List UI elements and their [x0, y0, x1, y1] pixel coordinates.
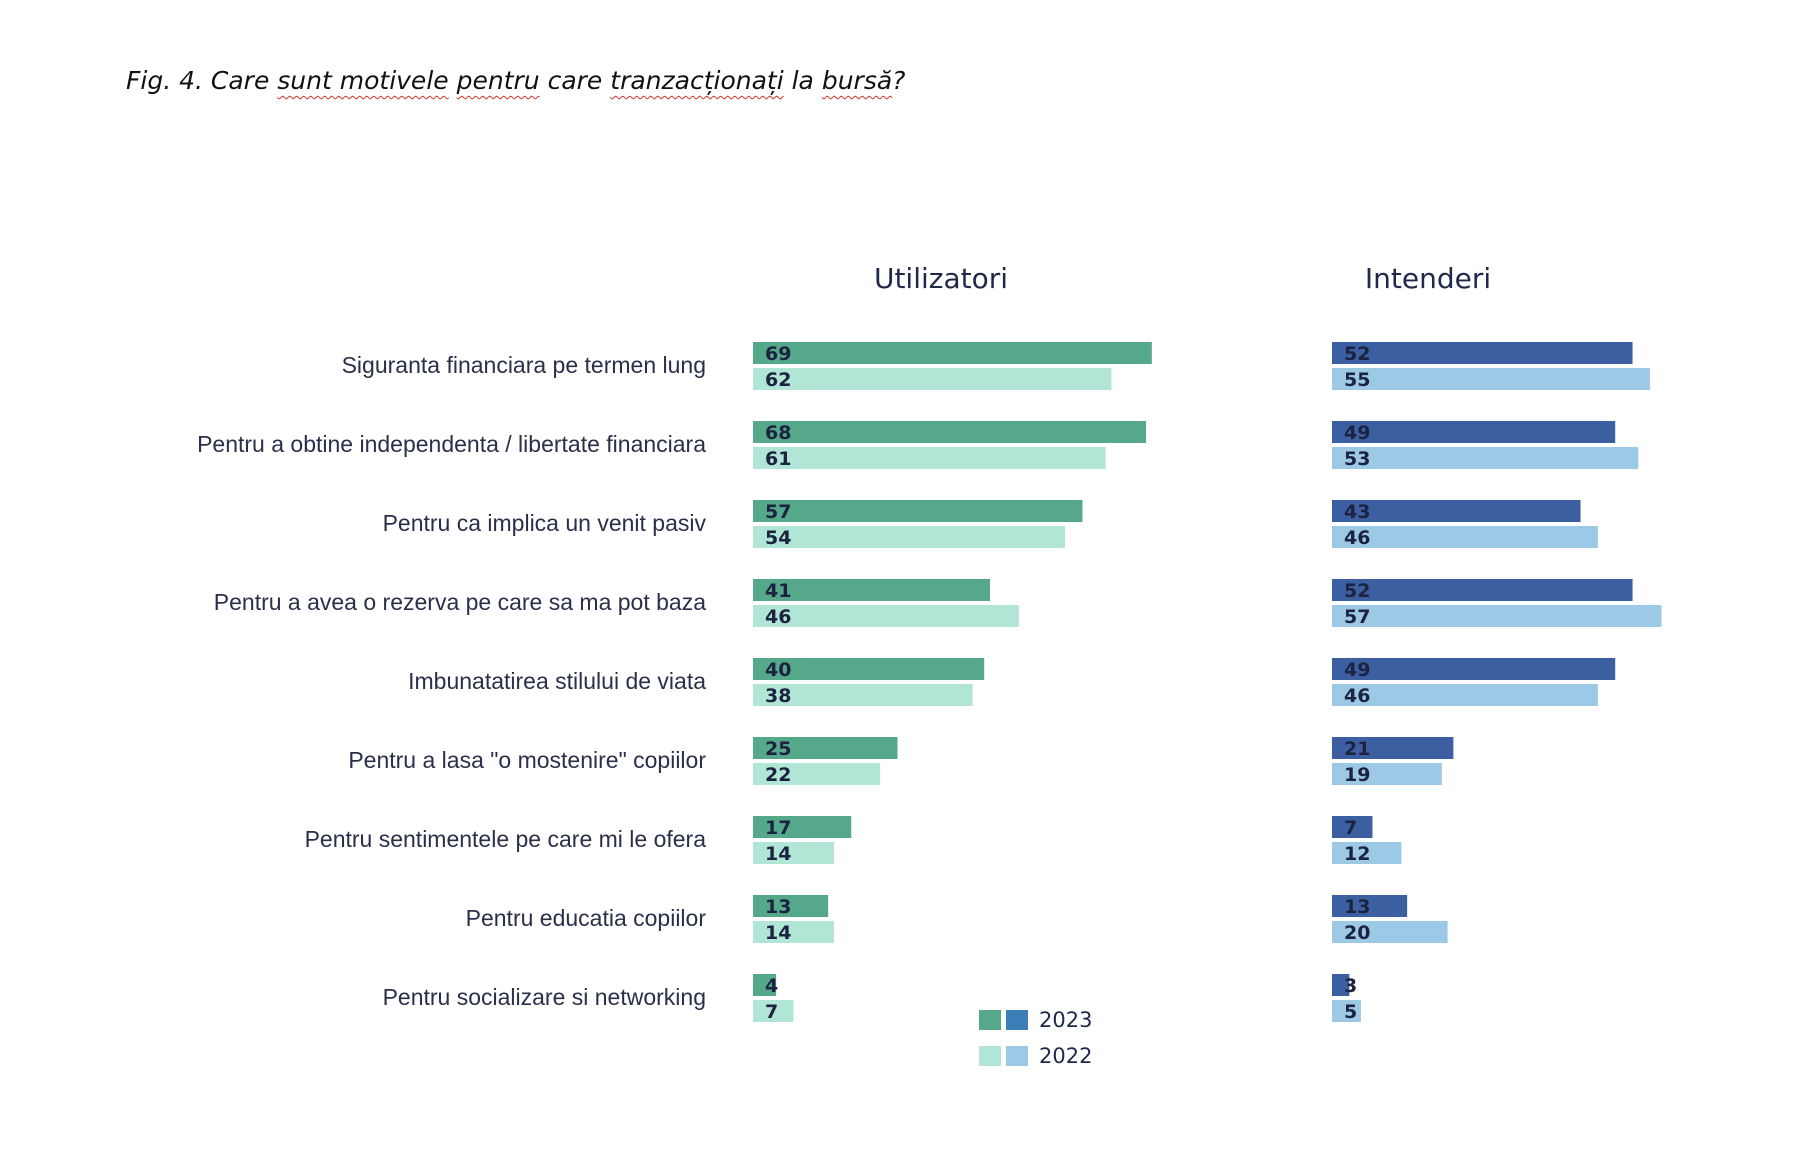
bar	[1332, 737, 1454, 759]
panel-title: Utilizatori	[874, 262, 1008, 295]
data-label: 46	[1344, 527, 1370, 549]
panel-title: Intenderi	[1365, 262, 1491, 295]
bar	[1332, 921, 1448, 943]
bar	[753, 763, 881, 785]
bar	[1332, 447, 1639, 469]
category-label: Pentru a avea o rezerva pe care sa ma po…	[214, 589, 706, 615]
data-label: 19	[1344, 764, 1370, 786]
legend-swatch	[1006, 1010, 1028, 1030]
bar	[1332, 816, 1373, 838]
bar	[753, 974, 777, 996]
bar	[1332, 342, 1633, 364]
bar	[753, 895, 829, 917]
data-label: 7	[765, 1001, 778, 1023]
title-part-7: bursă	[821, 66, 893, 95]
bar	[753, 684, 973, 706]
category-label: Pentru socializare si networking	[383, 984, 706, 1010]
bar	[1332, 579, 1633, 601]
data-label: 53	[1344, 448, 1370, 470]
bar	[1332, 1000, 1361, 1022]
legend-swatch	[1006, 1046, 1028, 1066]
bar	[1332, 658, 1616, 680]
bar	[753, 816, 852, 838]
bar	[753, 579, 990, 601]
data-label: 12	[1344, 843, 1370, 865]
bar	[753, 921, 834, 943]
category-label: Pentru ca implica un venit pasiv	[383, 510, 707, 536]
data-label: 17	[765, 817, 791, 839]
bar	[1332, 421, 1616, 443]
data-label: 57	[765, 501, 791, 523]
category-label: Pentru a lasa "o mostenire" copiilor	[348, 747, 706, 773]
data-label: 4	[765, 975, 778, 997]
bar	[753, 737, 898, 759]
data-label: 61	[765, 448, 791, 470]
bar	[753, 342, 1152, 364]
title-part-6: la	[783, 66, 822, 95]
title-part-4: care	[539, 66, 611, 95]
data-label: 49	[1344, 659, 1370, 681]
data-label: 7	[1344, 817, 1357, 839]
bar	[753, 1000, 794, 1022]
bar	[1332, 605, 1662, 627]
bar	[753, 500, 1083, 522]
bar	[753, 658, 985, 680]
category-label: Pentru educatia copiilor	[466, 905, 707, 931]
data-label: 22	[765, 764, 791, 786]
title-part-1: sunt motivele	[277, 66, 449, 95]
bar	[1332, 895, 1408, 917]
bar	[1332, 684, 1598, 706]
data-label: 21	[1344, 738, 1370, 760]
title-part-3: pentru	[456, 66, 540, 95]
data-label: 38	[765, 685, 791, 707]
bar	[1332, 763, 1442, 785]
legend-label: 2023	[1039, 1008, 1092, 1032]
bar	[753, 447, 1106, 469]
data-label: 14	[765, 922, 791, 944]
data-label: 57	[1344, 606, 1370, 628]
legend-swatch	[979, 1046, 1001, 1066]
title-part-0: Fig. 4. Care	[126, 66, 278, 95]
data-label: 5	[1344, 1001, 1357, 1023]
title-part-8: ?	[892, 66, 906, 95]
title-part-5: tranzacționați	[610, 66, 784, 95]
bar	[1332, 974, 1350, 996]
bar	[1332, 368, 1650, 390]
bar	[1332, 526, 1598, 548]
data-label: 13	[1344, 896, 1370, 918]
data-label: 40	[765, 659, 791, 681]
bar	[753, 605, 1019, 627]
bar	[753, 421, 1147, 443]
bar	[753, 526, 1066, 548]
bar	[1332, 842, 1402, 864]
data-label: 14	[765, 843, 791, 865]
data-label: 52	[1344, 580, 1370, 602]
data-label: 55	[1344, 369, 1370, 391]
data-label: 52	[1344, 343, 1370, 365]
data-label: 49	[1344, 422, 1370, 444]
category-label: Siguranta financiara pe termen lung	[342, 352, 706, 378]
bar	[753, 842, 834, 864]
data-label: 3	[1344, 975, 1357, 997]
data-label: 68	[765, 422, 791, 444]
legend-label: 2022	[1039, 1044, 1092, 1068]
data-label: 43	[1344, 501, 1370, 523]
data-label: 41	[765, 580, 791, 602]
legend-swatch	[979, 1010, 1001, 1030]
figure-title: Fig. 4. Care sunt motivele pentru care t…	[126, 66, 905, 95]
data-label: 46	[1344, 685, 1370, 707]
category-label: Imbunatatirea stilului de viata	[408, 668, 706, 694]
data-label: 13	[765, 896, 791, 918]
data-label: 46	[765, 606, 791, 628]
bar	[1332, 500, 1581, 522]
data-label: 62	[765, 369, 791, 391]
category-label: Pentru sentimentele pe care mi le ofera	[305, 826, 707, 852]
data-label: 54	[765, 527, 791, 549]
data-label: 69	[765, 343, 791, 365]
data-label: 25	[765, 738, 791, 760]
category-label: Pentru a obtine independenta / libertate…	[197, 431, 706, 457]
bar	[753, 368, 1112, 390]
data-label: 20	[1344, 922, 1370, 944]
